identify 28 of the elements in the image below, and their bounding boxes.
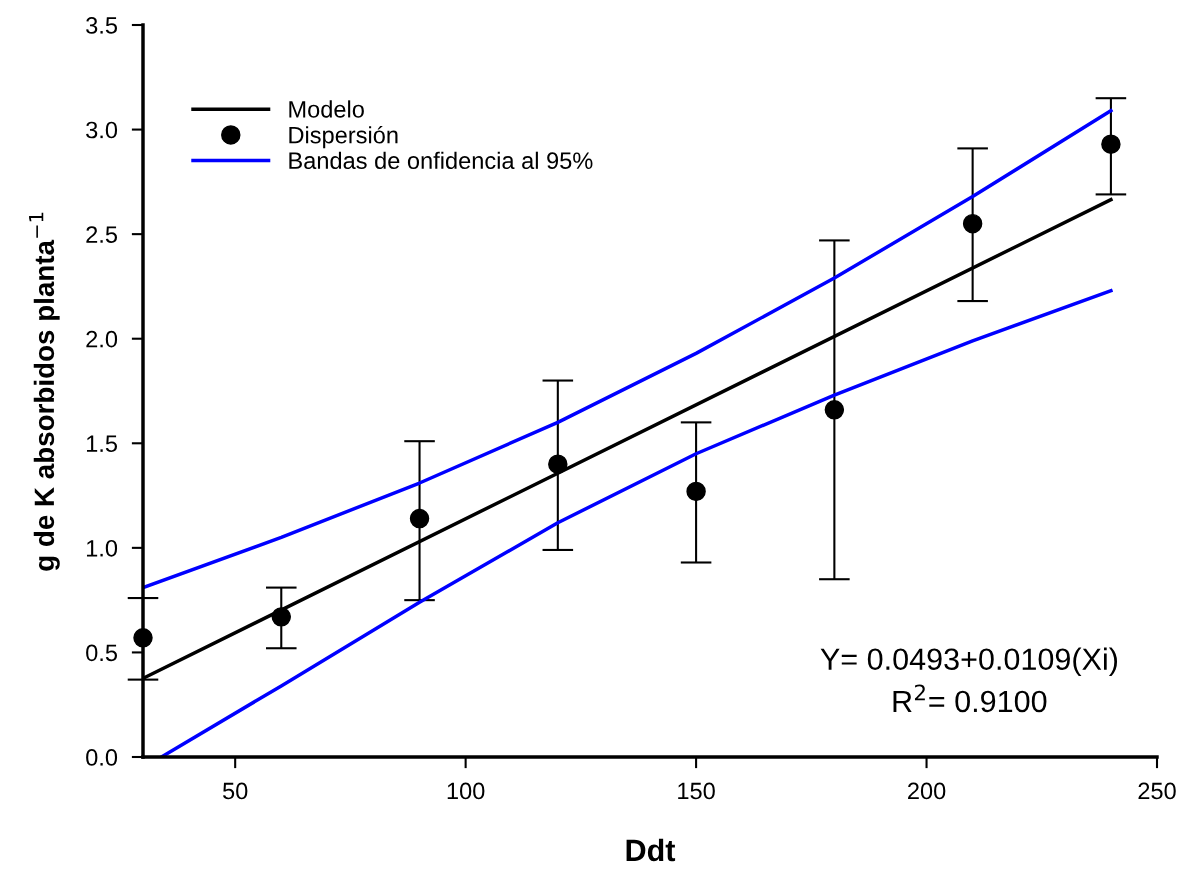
point <box>409 508 430 529</box>
y-tick-label: 1.0 <box>86 539 118 557</box>
legend-label: Modelo <box>289 100 364 118</box>
point <box>686 481 706 502</box>
y-tick-label: 3.5 <box>86 17 118 34</box>
legend-label: Bandas de onfidencia al 95% <box>289 151 593 170</box>
point <box>271 607 291 627</box>
point <box>824 400 845 420</box>
point <box>1101 134 1121 154</box>
y-tick-label: 2.5 <box>86 226 118 243</box>
point <box>548 454 568 474</box>
x-tick-label: 50 <box>223 782 248 800</box>
y-tick-label: 2.0 <box>86 330 118 348</box>
y-tick-label: 0.5 <box>86 644 118 662</box>
x-axis-title: Ddt <box>626 838 676 862</box>
point <box>133 628 153 648</box>
x-tick-label: 150 <box>678 782 715 800</box>
y-tick-label: 1.5 <box>86 435 118 453</box>
y-tick-label: 3.0 <box>86 121 118 139</box>
y-axis-title: g de K absorbidos planta$^{−1}$ <box>29 212 60 571</box>
y-tick-label: 0.0 <box>86 749 118 766</box>
x-tick-label: 200 <box>908 782 946 800</box>
annotation: Y= 0.0493+0.0109(Xi) <box>820 647 1118 677</box>
point <box>962 213 983 234</box>
annotation: R$^{2}$= 0.9100 <box>893 684 1047 713</box>
x-tick-label: 100 <box>447 782 485 800</box>
x-tick-label: 250 <box>1138 782 1176 800</box>
legend-label: Dispersión <box>289 125 398 149</box>
